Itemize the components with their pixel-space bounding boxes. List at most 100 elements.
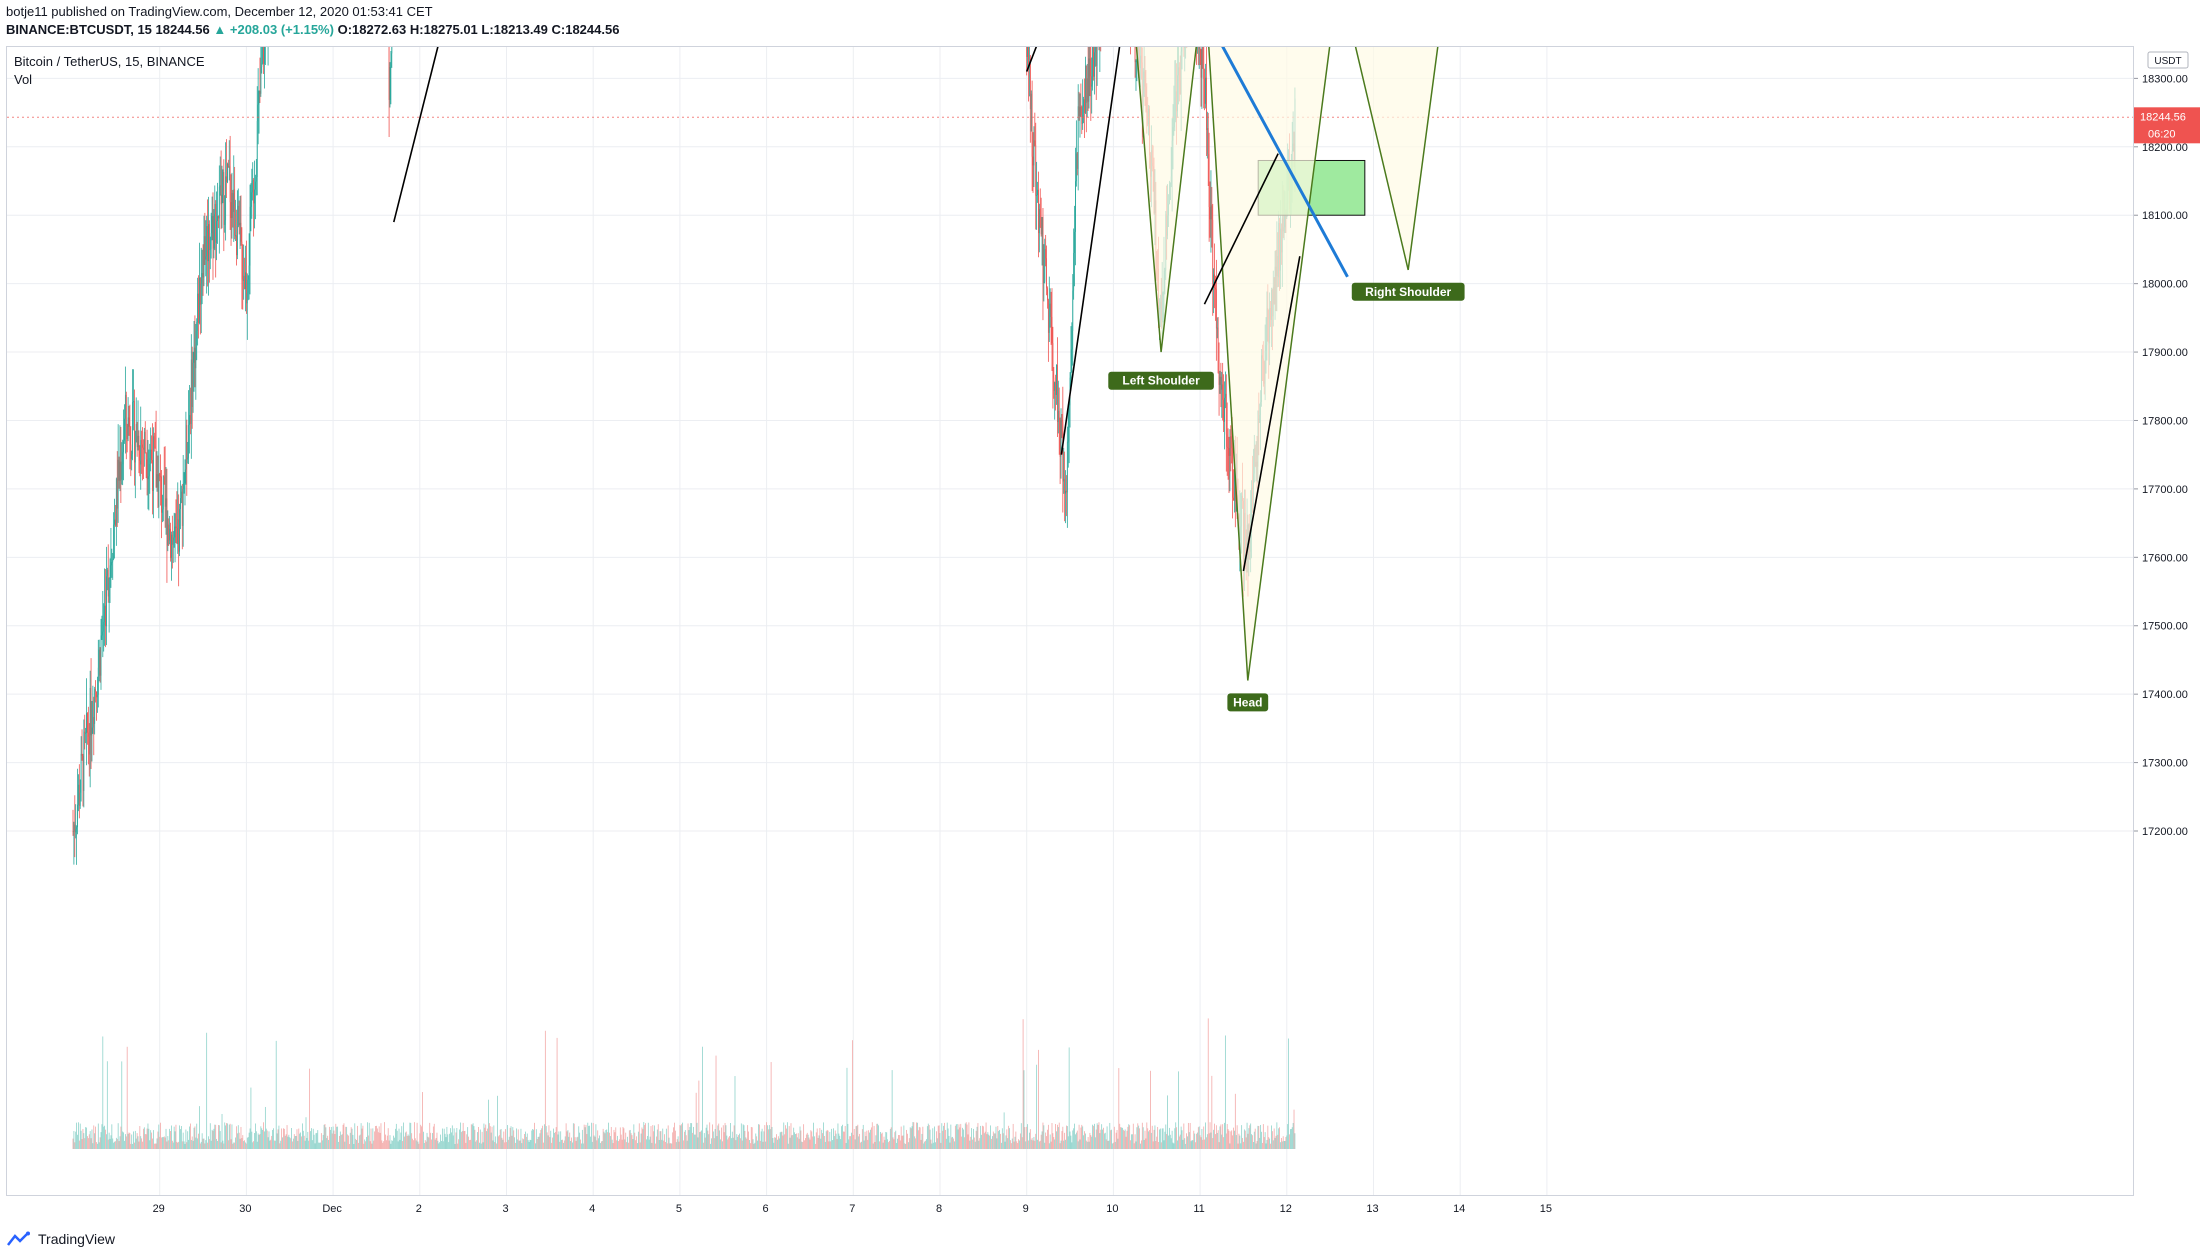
volume-bar (246, 1137, 248, 1149)
candle-body (150, 449, 152, 459)
volume-bar (268, 1131, 270, 1149)
volume-bar (1017, 1143, 1019, 1149)
volume-bar (516, 1128, 517, 1149)
volume-bar (1146, 1122, 1148, 1149)
candle-body (1234, 468, 1235, 501)
candle-body (1219, 376, 1221, 385)
volume-bar (1029, 1129, 1031, 1149)
candle-body (166, 498, 168, 546)
candle-body (115, 478, 117, 526)
volume-bar (875, 1135, 877, 1149)
candle-body (1035, 145, 1037, 196)
volume-bar (1112, 1143, 1113, 1149)
volume-bar (906, 1129, 907, 1149)
price-axis[interactable]: 17200.00 17300.00 17400.00 17500.00 17600.00… (2134, 46, 2200, 1196)
volume-bar (899, 1140, 901, 1149)
volume-bar (969, 1140, 971, 1149)
volume-bar (404, 1136, 405, 1149)
candle-body (1028, 47, 1029, 68)
candle-body (102, 625, 104, 632)
volume-bar (1067, 1136, 1069, 1149)
volume-bar (929, 1129, 931, 1149)
candle-body (1042, 217, 1044, 284)
volume-bar (871, 1122, 873, 1149)
volume-bar (95, 1126, 96, 1149)
volume-bar (618, 1141, 619, 1149)
volume-bar (854, 1139, 856, 1149)
candle-body (1060, 419, 1062, 457)
volume-bar (286, 1125, 288, 1149)
volume-bar (1224, 1122, 1225, 1149)
volume-bar (388, 1140, 390, 1149)
volume-bar (748, 1131, 749, 1149)
volume-bar (1113, 1142, 1114, 1149)
volume-bar (628, 1130, 630, 1149)
volume-bar (1186, 1133, 1187, 1149)
volume-bar (842, 1124, 843, 1149)
volume-bar (257, 1133, 259, 1149)
volume-bar (116, 1138, 118, 1149)
volume-bar (745, 1137, 747, 1149)
right-shoulder-label-text: Right Shoulder (1365, 285, 1451, 299)
volume-bar (1013, 1141, 1015, 1149)
volume-bar (475, 1141, 477, 1149)
volume-bar (640, 1133, 642, 1149)
volume-bar (922, 1126, 924, 1149)
volume-bar (1100, 1129, 1102, 1149)
candle-body (1090, 76, 1092, 87)
volume-bar (1071, 1142, 1073, 1149)
volume-bar (354, 1123, 356, 1149)
volume-bar (1167, 1095, 1168, 1149)
volume-bar (814, 1136, 815, 1149)
volume-bar (150, 1130, 152, 1149)
time-axis[interactable]: 29 30 Dec 2 3 4 5 6 7 8 9 10 11 12 13 14 15 (6, 1196, 2134, 1220)
volume-bars (72, 1018, 1296, 1149)
chart-pane[interactable]: Left Shoulder Head Right Shoulder (6, 46, 2134, 1196)
volume-bar (1235, 1135, 1237, 1149)
volume-bar (443, 1128, 445, 1149)
volume-bar (1148, 1131, 1150, 1149)
volume-bar (751, 1127, 753, 1149)
volume-bar (211, 1129, 213, 1149)
volume-bar (824, 1141, 826, 1149)
left-shoulder-label: Left Shoulder (1108, 371, 1214, 390)
candle-body (1230, 436, 1232, 440)
volume-bar (224, 1122, 226, 1149)
volume-bar (383, 1141, 385, 1149)
volume-bar (898, 1135, 900, 1149)
volume-bar (1038, 1049, 1039, 1149)
volume-bar (726, 1135, 728, 1149)
volume-bar (307, 1131, 309, 1149)
candle-body (164, 476, 166, 507)
candle-body (105, 605, 106, 627)
candle-body (1041, 217, 1043, 235)
volume-bar (822, 1133, 823, 1149)
volume-bar (1247, 1133, 1249, 1149)
volume-bar (873, 1125, 875, 1149)
volume-bar (1223, 1137, 1224, 1149)
volume-bar (281, 1128, 283, 1149)
volume-bar (709, 1122, 711, 1149)
volume-bar (966, 1124, 968, 1149)
candle-body (209, 249, 211, 251)
volume-bar (582, 1143, 584, 1149)
volume-bar (1056, 1131, 1057, 1149)
volume-bar (509, 1127, 511, 1149)
candle-body (1055, 382, 1056, 395)
volume-bar (893, 1139, 895, 1149)
volume-bar (692, 1132, 693, 1149)
volume-bar (546, 1132, 548, 1149)
volume-bar (256, 1141, 258, 1149)
volume-bar (236, 1133, 238, 1149)
time-tick-label: 29 (153, 1203, 165, 1215)
candle-body (246, 272, 247, 304)
price-tick-label: 18100.00 (2142, 210, 2188, 222)
volume-bar (757, 1140, 758, 1149)
volume-bar (199, 1143, 201, 1149)
volume-bar (557, 1134, 559, 1149)
volume-bar (1098, 1122, 1100, 1149)
candle-body (200, 283, 202, 305)
volume-bar (1205, 1122, 1206, 1149)
volume-bar (584, 1127, 586, 1149)
